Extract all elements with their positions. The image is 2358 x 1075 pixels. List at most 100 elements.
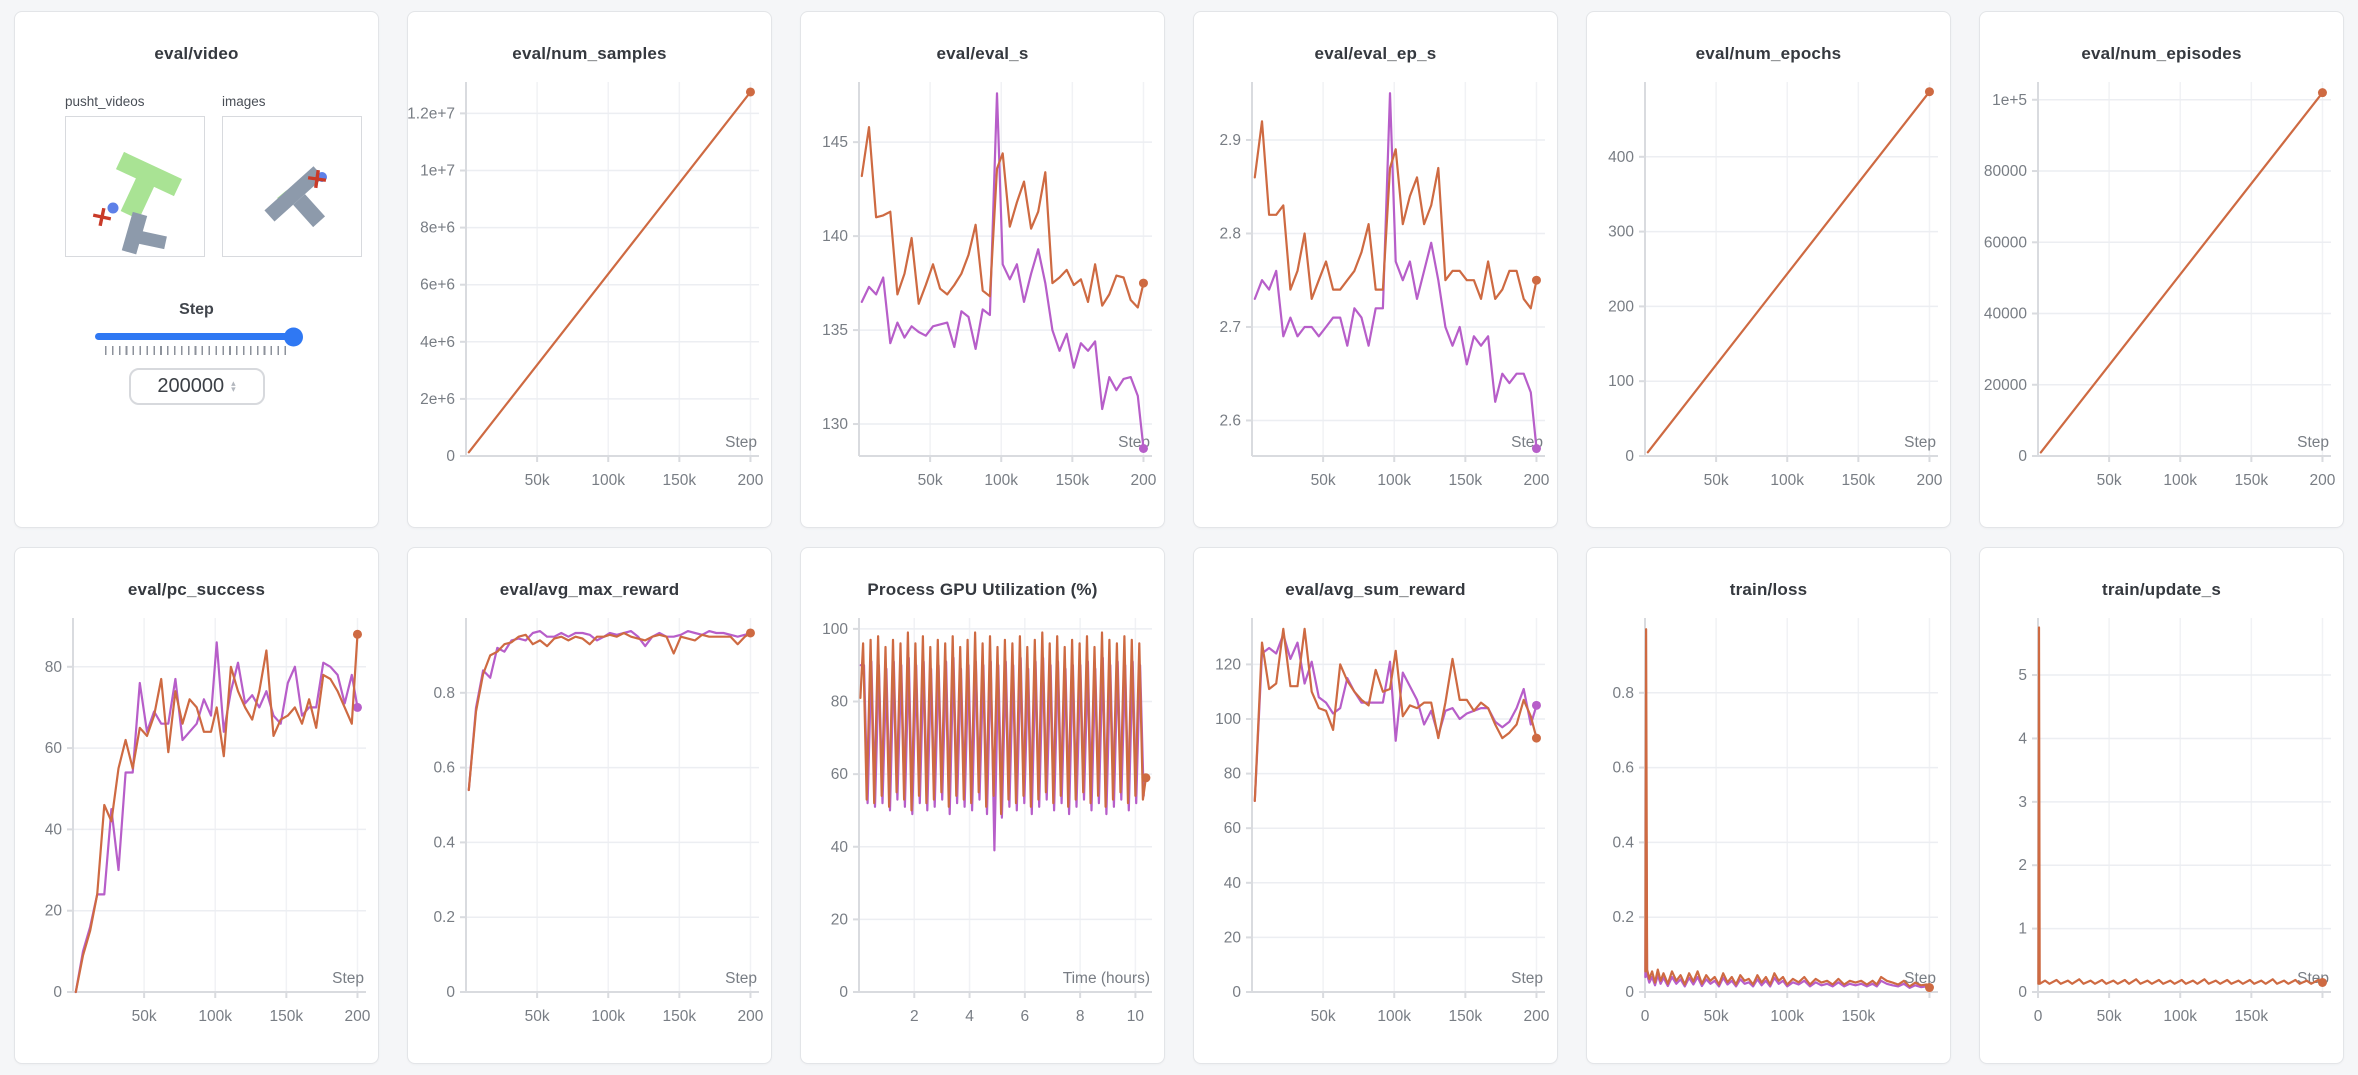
eval-avg-sum-reward-chart[interactable]: 50k 100k 150k 200 0 20 40 60 80 100 120 Step <box>1194 604 1557 1056</box>
panel-eval-pc-success[interactable]: eval/pc_success 50k 100k 150k 200 0 20 40 60 80 S… <box>14 547 379 1064</box>
svg-text:Step: Step <box>332 970 364 987</box>
svg-text:Step: Step <box>1511 970 1543 987</box>
panel-title: eval/eval_s <box>936 44 1029 63</box>
svg-text:2.6: 2.6 <box>1219 412 1241 429</box>
svg-text:0.2: 0.2 <box>1612 909 1634 926</box>
panel-title: eval/eval_ep_s <box>1314 44 1437 63</box>
svg-text:200: 200 <box>738 1008 764 1025</box>
step-slider[interactable] <box>94 327 303 346</box>
svg-text:150k: 150k <box>663 472 697 489</box>
svg-text:150k: 150k <box>2235 472 2269 489</box>
svg-text:60: 60 <box>1224 820 1242 837</box>
stepper-down-icon[interactable]: ▾ <box>231 383 236 394</box>
svg-text:200: 200 <box>1917 472 1943 489</box>
svg-text:0.8: 0.8 <box>1612 685 1634 702</box>
svg-text:150k: 150k <box>1449 1008 1483 1025</box>
train-loss-chart[interactable]: 0 50k 100k 150k 0 0.2 0.4 0.6 0.8 Step <box>1587 604 1950 1056</box>
panel-title: train/update_s <box>2102 580 2221 599</box>
step-value-input[interactable]: 200000 ▴ ▾ <box>128 368 265 405</box>
svg-text:300: 300 <box>1608 224 1634 241</box>
svg-text:1e+7: 1e+7 <box>420 163 455 180</box>
media-label-images: images <box>222 94 266 109</box>
svg-text:50k: 50k <box>2097 472 2122 489</box>
svg-text:1: 1 <box>2018 921 2027 938</box>
panel-eval-eval-ep-s[interactable]: eval/eval_ep_s 50k 100k 150k 200 2.6 2.7 2.8 2.… <box>1193 11 1558 528</box>
svg-text:20000: 20000 <box>1984 377 2027 394</box>
svg-text:50k: 50k <box>918 472 943 489</box>
svg-text:0: 0 <box>2018 984 2027 1001</box>
svg-text:80: 80 <box>45 659 63 676</box>
svg-text:6e+6: 6e+6 <box>420 277 455 294</box>
panel-eval-num-epochs[interactable]: eval/num_epochs 50k 100k 150k 200 0 100 200 300… <box>1586 11 1951 528</box>
svg-text:0: 0 <box>2034 1008 2043 1025</box>
svg-text:0.4: 0.4 <box>1612 834 1634 851</box>
svg-text:5: 5 <box>2018 667 2027 684</box>
panel-train-loss[interactable]: train/loss 0 50k 100k 150k 0 0.2 0.4 0.6 0.8 Step <box>1586 547 1951 1064</box>
stepper-up-icon[interactable]: ▴ <box>231 377 236 388</box>
svg-text:2.9: 2.9 <box>1219 132 1241 149</box>
svg-text:2.7: 2.7 <box>1219 319 1241 336</box>
svg-text:0: 0 <box>839 984 848 1001</box>
svg-text:50k: 50k <box>1311 1008 1336 1025</box>
svg-text:8e+6: 8e+6 <box>420 220 455 237</box>
eval-num-episodes-chart[interactable]: 50k 100k 150k 200 0 20000 40000 60000 80000 1e+5 S… <box>1980 68 2343 520</box>
pusht-video-frame <box>92 151 182 255</box>
step-slider-label: Step <box>179 301 214 318</box>
step-slider-track[interactable] <box>94 333 299 340</box>
images-target-cross <box>307 169 327 189</box>
panel-process-gpu-utilization[interactable]: Process GPU Utilization (%) 2 4 6 8 10 0 20 40 6… <box>800 547 1165 1064</box>
svg-text:20: 20 <box>831 911 849 928</box>
svg-text:0: 0 <box>1625 448 1634 465</box>
svg-text:2e+6: 2e+6 <box>420 391 455 408</box>
svg-text:100k: 100k <box>591 472 625 489</box>
panel-eval-num-samples[interactable]: eval/num_samples 50k 100k 150k 200 0 2e+6 4e+6… <box>407 11 772 528</box>
svg-text:0: 0 <box>53 984 62 1001</box>
panel-eval-avg-max-reward[interactable]: eval/avg_max_reward 50k 100k 150k 200 0 0.2 0.… <box>407 547 772 1064</box>
svg-text:100k: 100k <box>2163 472 2197 489</box>
svg-text:Step: Step <box>725 434 757 451</box>
svg-text:50k: 50k <box>525 472 550 489</box>
svg-text:0.6: 0.6 <box>433 760 455 777</box>
images-thumbnail[interactable] <box>222 116 362 257</box>
svg-text:140: 140 <box>822 228 848 245</box>
pusht-video-thumbnail[interactable] <box>65 116 205 257</box>
panel-eval-num-episodes[interactable]: eval/num_episodes 50k 100k 150k 200 0 20000 40… <box>1979 11 2344 528</box>
panel-eval-avg-sum-reward[interactable]: eval/avg_sum_reward 50k 100k 150k 200 0 20 40 6… <box>1193 547 1558 1064</box>
eval-num-samples-chart[interactable]: 50k 100k 150k 200 0 2e+6 4e+6 6e+6 8e+6 1e+7 1.2e+… <box>408 68 771 520</box>
svg-text:80: 80 <box>831 694 849 711</box>
svg-text:40: 40 <box>831 839 849 856</box>
pusht-agent-dot <box>107 202 119 214</box>
svg-text:200: 200 <box>1524 472 1550 489</box>
svg-text:200: 200 <box>345 1008 371 1025</box>
svg-text:100k: 100k <box>591 1008 625 1025</box>
svg-text:100k: 100k <box>1377 1008 1411 1025</box>
panel-eval-video[interactable]: eval/video pusht_videos <box>14 11 379 528</box>
svg-text:100k: 100k <box>1770 1008 1804 1025</box>
svg-text:200: 200 <box>2310 472 2336 489</box>
panel-eval-eval-s[interactable]: eval/eval_s 50k 100k 150k 200 130 135 140 145 St… <box>800 11 1165 528</box>
panel-train-update-s[interactable]: train/update_s 0 50k 100k 150k 0 1 2 3 4 5 Step <box>1979 547 2344 1064</box>
svg-text:145: 145 <box>822 134 848 151</box>
svg-text:4e+6: 4e+6 <box>420 334 455 351</box>
svg-text:2: 2 <box>910 1008 919 1025</box>
svg-text:100k: 100k <box>198 1008 232 1025</box>
eval-avg-max-reward-chart[interactable]: 50k 100k 150k 200 0 0.2 0.4 0.6 0.8 Step <box>408 604 771 1056</box>
images-frame <box>264 166 327 228</box>
panel-title: eval/num_episodes <box>2081 44 2242 63</box>
step-slider-thumb[interactable] <box>283 327 303 346</box>
eval-pc-success-chart[interactable]: 50k 100k 150k 200 0 20 40 60 80 Step <box>15 604 378 1056</box>
step-value[interactable]: 200000 <box>157 375 225 397</box>
svg-text:0: 0 <box>1641 1008 1650 1025</box>
panel-title: eval/num_epochs <box>1695 44 1842 63</box>
svg-text:8: 8 <box>1076 1008 1085 1025</box>
svg-text:0.6: 0.6 <box>1612 760 1634 777</box>
svg-text:100: 100 <box>1215 711 1241 728</box>
eval-num-epochs-chart[interactable]: 50k 100k 150k 200 0 100 200 300 400 Step <box>1587 68 1950 520</box>
svg-text:0: 0 <box>1232 984 1241 1001</box>
svg-text:100: 100 <box>822 621 848 638</box>
svg-text:100k: 100k <box>1377 472 1411 489</box>
